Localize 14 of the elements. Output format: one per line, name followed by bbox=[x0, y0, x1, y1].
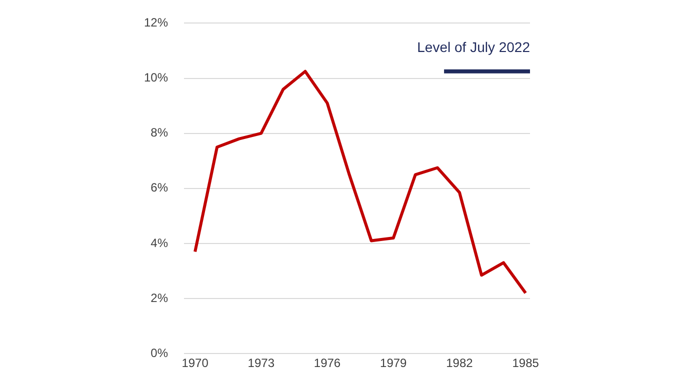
y-tick-label: 8% bbox=[150, 126, 168, 140]
y-tick-label: 0% bbox=[150, 346, 168, 360]
x-tick-label: 1985 bbox=[512, 356, 540, 370]
x-tick-label: 1982 bbox=[446, 356, 474, 370]
y-tick-label: 2% bbox=[150, 290, 168, 305]
y-tick-label: 12% bbox=[144, 16, 168, 30]
x-tick-label: 1976 bbox=[314, 356, 341, 370]
x-tick-label: 1979 bbox=[380, 356, 408, 370]
y-tick-label: 10% bbox=[144, 70, 168, 85]
x-tick-label: 1973 bbox=[248, 356, 275, 370]
y-tick-label: 4% bbox=[150, 236, 168, 250]
x-tick-label: 1970 bbox=[182, 356, 209, 370]
series-label: Level of July 2022 bbox=[417, 39, 530, 56]
y-tick-label: 6% bbox=[150, 180, 168, 195]
